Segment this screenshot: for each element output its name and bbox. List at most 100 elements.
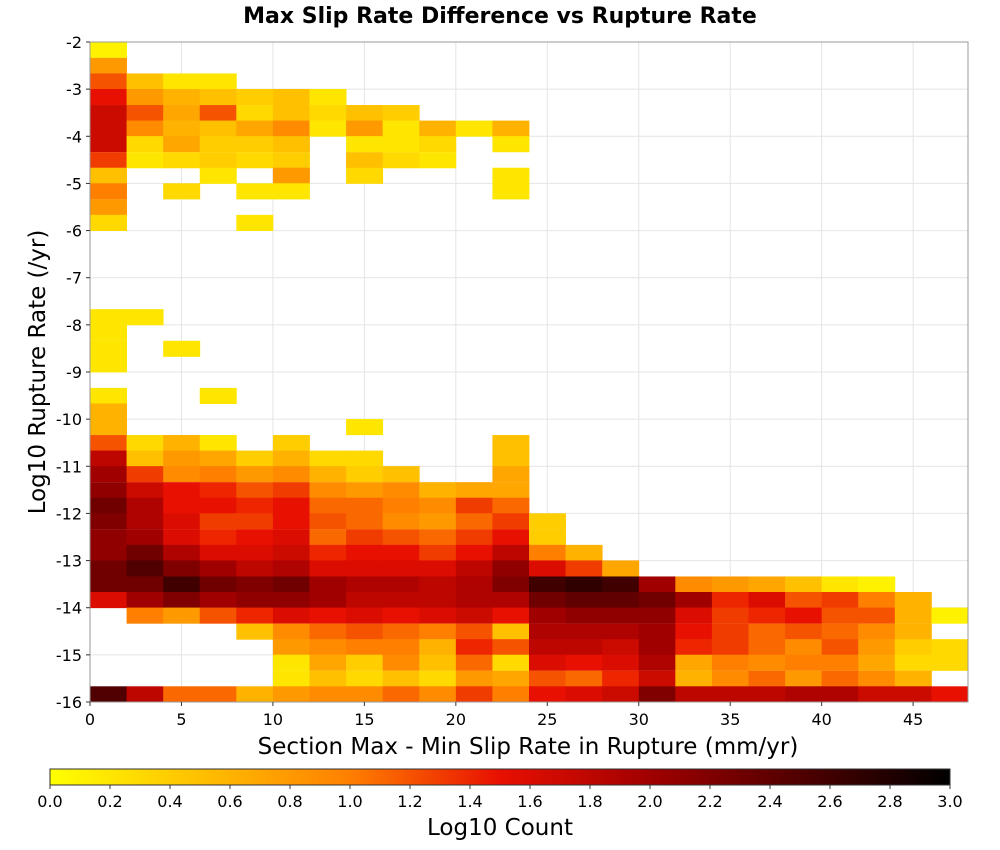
heatmap-cell — [382, 654, 420, 671]
heatmap-cell — [309, 497, 347, 514]
heatmap-cell — [199, 686, 237, 703]
chart-title: Max Slip Rate Difference vs Rupture Rate — [243, 4, 757, 29]
heatmap-cell — [382, 120, 420, 137]
heatmap-cell — [382, 592, 420, 609]
heatmap-cell — [382, 623, 420, 640]
heatmap-cell — [346, 623, 384, 640]
heatmap-cell — [455, 592, 493, 609]
heatmap-cell — [894, 607, 932, 624]
heatmap-cell — [90, 214, 127, 231]
heatmap-cell — [638, 623, 676, 640]
heatmap-cell — [455, 654, 493, 671]
heatmap-cell — [346, 513, 384, 530]
heatmap-cell — [492, 607, 530, 624]
heatmap-cell — [126, 576, 164, 593]
heatmap-cell — [492, 623, 530, 640]
heatmap-cell — [199, 607, 237, 624]
heatmap-cell — [602, 560, 640, 577]
heatmap-cell — [199, 105, 237, 122]
heatmap-cell — [565, 576, 603, 593]
heatmap-cell — [163, 183, 201, 200]
heatmap-cell — [638, 654, 676, 671]
heatmap-cell — [529, 654, 566, 671]
heatmap-cell — [90, 529, 127, 546]
heatmap-cell — [785, 654, 823, 671]
heatmap-cell — [419, 560, 457, 577]
heatmap-cell — [163, 686, 201, 703]
heatmap-cell — [492, 639, 530, 656]
heatmap-cell — [419, 639, 457, 656]
heatmap-cell — [309, 450, 347, 467]
heatmap-cell — [419, 607, 457, 624]
heatmap-cell — [638, 686, 676, 703]
heatmap-cell — [346, 670, 384, 687]
heatmap-cell — [455, 670, 493, 687]
heatmap-cell — [565, 623, 603, 640]
heatmap-cell — [748, 686, 786, 703]
heatmap-cell — [126, 529, 164, 546]
colorbar-tick-label: 0.6 — [217, 792, 242, 811]
colorbar-ticks: 0.0 0.2 0.4 0.6 0.8 1.0 1.2 1.4 1.6 1.8 2.0 2.2 2.4 2… — [37, 785, 963, 811]
heatmap-cell — [163, 513, 201, 530]
colorbar-label: Log10 Count — [427, 815, 573, 841]
heatmap-cell — [163, 482, 201, 499]
heatmap-cell — [638, 607, 676, 624]
heatmap-cell — [90, 120, 127, 137]
heatmap-cell — [565, 560, 603, 577]
x-tick-label: 0 — [85, 710, 95, 729]
heatmap-cell — [419, 482, 457, 499]
heatmap-cell — [126, 152, 164, 169]
heatmap-cell — [821, 576, 859, 593]
x-tick-label: 40 — [811, 710, 831, 729]
heatmap-cell — [894, 639, 932, 656]
y-tick-label: -3 — [66, 80, 82, 99]
colorbar-tick-label: 0.8 — [277, 792, 302, 811]
colorbar-tick-label: 2.0 — [637, 792, 662, 811]
heatmap-cell — [931, 686, 969, 703]
heatmap-cell — [455, 560, 493, 577]
heatmap-cell — [199, 387, 237, 404]
heatmap-cell — [419, 497, 457, 514]
colorbar-tick-label: 0.4 — [157, 792, 182, 811]
colorbar-tick-label: 2.6 — [817, 792, 842, 811]
heatmap-cell — [309, 576, 347, 593]
heatmap-cell — [236, 592, 274, 609]
heatmap-cell — [529, 607, 566, 624]
heatmap-cell — [309, 120, 347, 137]
heatmap-cell — [602, 639, 640, 656]
heatmap-cell — [199, 152, 237, 169]
heatmap-cell — [529, 529, 566, 546]
heatmap-cell — [821, 639, 859, 656]
heatmap-cell — [638, 576, 676, 593]
y-tick-label: -15 — [56, 646, 82, 665]
heatmap-cell — [931, 607, 969, 624]
heatmap-cell — [163, 435, 201, 452]
colorbar-tick-label: 1.0 — [337, 792, 362, 811]
heatmap-cell — [602, 670, 640, 687]
heatmap-cell — [309, 654, 347, 671]
heatmap-cell — [821, 670, 859, 687]
heatmap-cell — [236, 529, 274, 546]
heatmap-cell — [602, 686, 640, 703]
heatmap-cell — [748, 639, 786, 656]
y-tick-label: -5 — [66, 174, 82, 193]
heatmap-cell — [236, 544, 274, 561]
heatmap-cell — [785, 686, 823, 703]
heatmap-cell — [565, 592, 603, 609]
heatmap-cell — [346, 167, 384, 184]
heatmap-cell — [199, 450, 237, 467]
heatmap-cell — [492, 183, 530, 200]
heatmap-cell — [236, 482, 274, 499]
heatmap-cell — [638, 592, 676, 609]
heatmap-cell — [272, 592, 310, 609]
heatmap-cell — [90, 57, 127, 74]
heatmap-cell — [90, 324, 127, 341]
heatmap-cell — [272, 576, 310, 593]
heatmap-cell — [236, 686, 274, 703]
heatmap-cell — [163, 466, 201, 483]
heatmap-cell — [821, 592, 859, 609]
heatmap-cell — [309, 105, 347, 122]
heatmap-cell — [346, 497, 384, 514]
heatmap-cell — [382, 544, 420, 561]
heatmap-cell — [309, 592, 347, 609]
